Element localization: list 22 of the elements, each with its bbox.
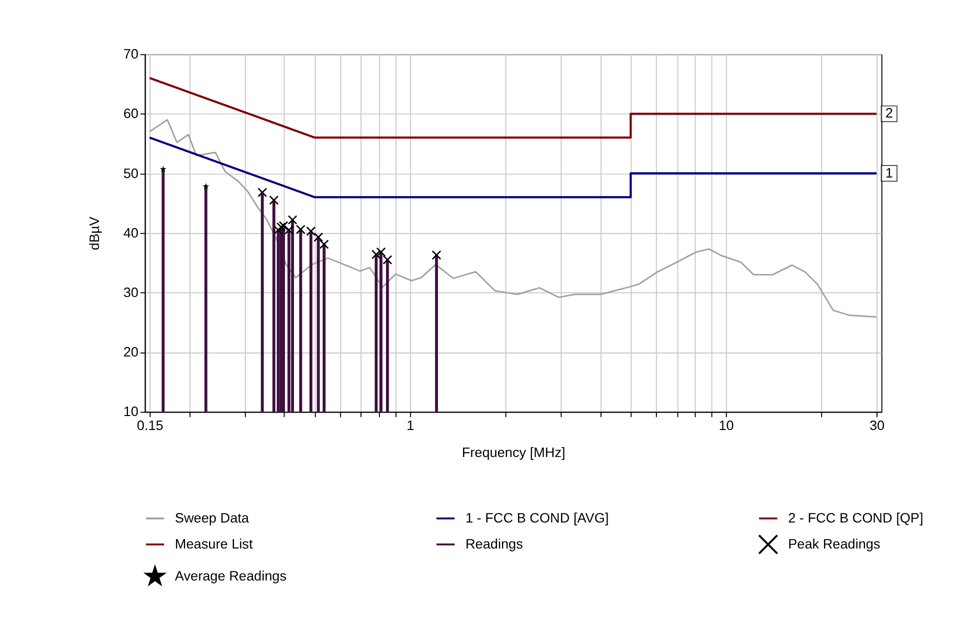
y-tick-label: 40 — [123, 225, 139, 240]
y-tick-label: 30 — [123, 284, 139, 300]
annotation: 1 — [885, 165, 893, 180]
y-axis-title: dBµV — [87, 216, 102, 250]
legend-label: 1 - FCC B COND [AVG] — [465, 510, 609, 526]
legend-label: Measure List — [174, 536, 253, 552]
legend-label: 2 - FCC B COND [QP] — [788, 510, 924, 526]
legend-label: Average Readings — [174, 568, 287, 584]
y-tick-label: 60 — [123, 106, 139, 122]
y-tick-label: 10 — [123, 404, 139, 420]
y-tick-label: 20 — [123, 344, 139, 360]
legend-label: Readings — [465, 536, 524, 552]
legend-label: Sweep Data — [174, 510, 250, 526]
x-axis-title: Frequency [MHz] — [462, 444, 566, 460]
annotation: 2 — [885, 106, 893, 121]
x-tick-label: 30 — [869, 418, 885, 433]
x-tick-label: 10 — [718, 418, 734, 433]
y-tick-label: 50 — [123, 166, 139, 181]
x-tick-label: 0.15 — [136, 418, 164, 433]
y-tick-label: 70 — [123, 46, 139, 62]
x-tick-label: 1 — [406, 418, 414, 433]
legend-label: Peak Readings — [788, 536, 880, 552]
